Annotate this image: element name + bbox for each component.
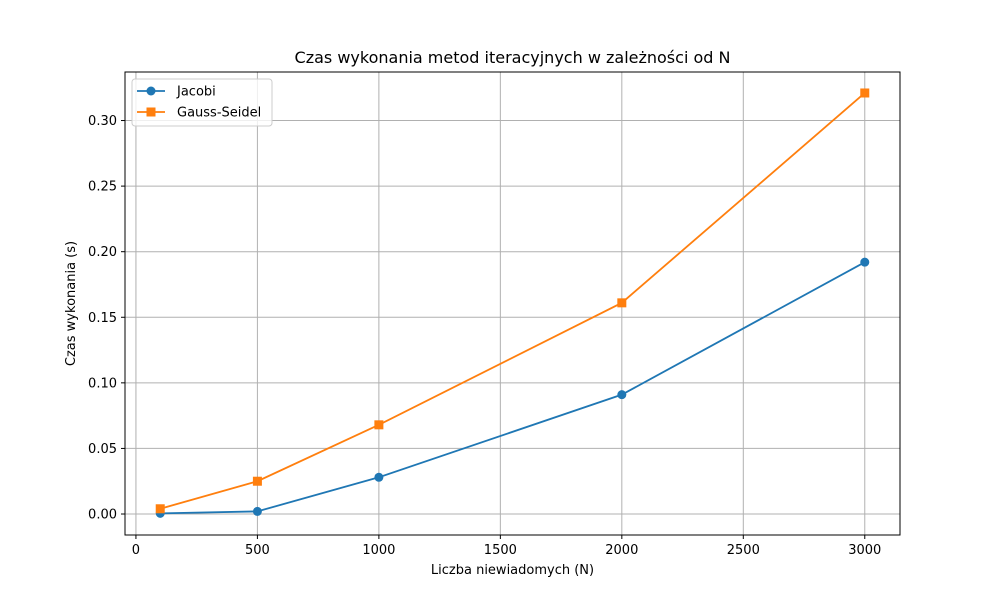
x-tick-label: 0	[132, 543, 140, 558]
legend-label: Gauss-Seidel	[177, 106, 261, 121]
y-tick-label: 0.05	[88, 442, 117, 457]
data-point-gauss-seidel	[860, 88, 870, 98]
data-point-gauss-seidel	[252, 476, 262, 486]
series-line-jacobi	[160, 261, 866, 515]
data-point-jacobi	[252, 506, 262, 516]
y-axis: 0.00 0.05 0.10 0.15 0.20 0.25 0.30	[88, 114, 125, 523]
data-point-gauss-seidel	[374, 420, 384, 430]
series-jacobi	[155, 257, 870, 518]
legend-entry-gauss-seidel: Gauss-Seidel	[137, 106, 261, 121]
x-tick-label: 3000	[848, 543, 881, 558]
data-point-jacobi	[374, 472, 384, 482]
legend-marker	[146, 107, 156, 117]
grid	[125, 72, 900, 535]
series-gauss-seidel	[155, 88, 870, 514]
data-point-gauss-seidel	[617, 298, 627, 308]
x-axis-label: Liczba niewiadomych (N)	[431, 563, 594, 578]
data-point-gauss-seidel	[155, 504, 165, 514]
y-tick-label: 0.10	[88, 376, 117, 391]
y-tick-label: 0.25	[88, 180, 117, 195]
legend-label: Jacobi	[176, 85, 216, 100]
y-tick-label: 0.30	[88, 114, 117, 129]
x-tick-label: 2000	[605, 543, 638, 558]
x-tick-label: 500	[245, 543, 270, 558]
x-tick-label: 1500	[484, 543, 517, 558]
x-tick-label: 2500	[727, 543, 760, 558]
series-line-gauss-seidel	[159, 92, 866, 510]
data-point-jacobi	[617, 390, 627, 400]
x-axis: 0 500 1000 1500 2000 2500 3000	[132, 535, 881, 558]
chart-title: Czas wykonania metod iteracyjnych w zale…	[295, 48, 731, 67]
legend-entry-jacobi: Jacobi	[137, 85, 216, 100]
legend-marker	[146, 86, 156, 96]
data-point-jacobi	[860, 257, 870, 267]
y-tick-label: 0.20	[88, 245, 117, 260]
y-tick-label: 0.15	[88, 311, 117, 326]
series-layer	[155, 88, 870, 518]
plot-frame	[124, 71, 901, 536]
legend: Jacobi Gauss-Seidel	[131, 78, 273, 127]
x-tick-label: 1000	[362, 543, 395, 558]
legend-box	[131, 78, 273, 127]
y-tick-label: 0.00	[88, 508, 117, 523]
y-axis-label: Czas wykonania (s)	[64, 241, 79, 366]
